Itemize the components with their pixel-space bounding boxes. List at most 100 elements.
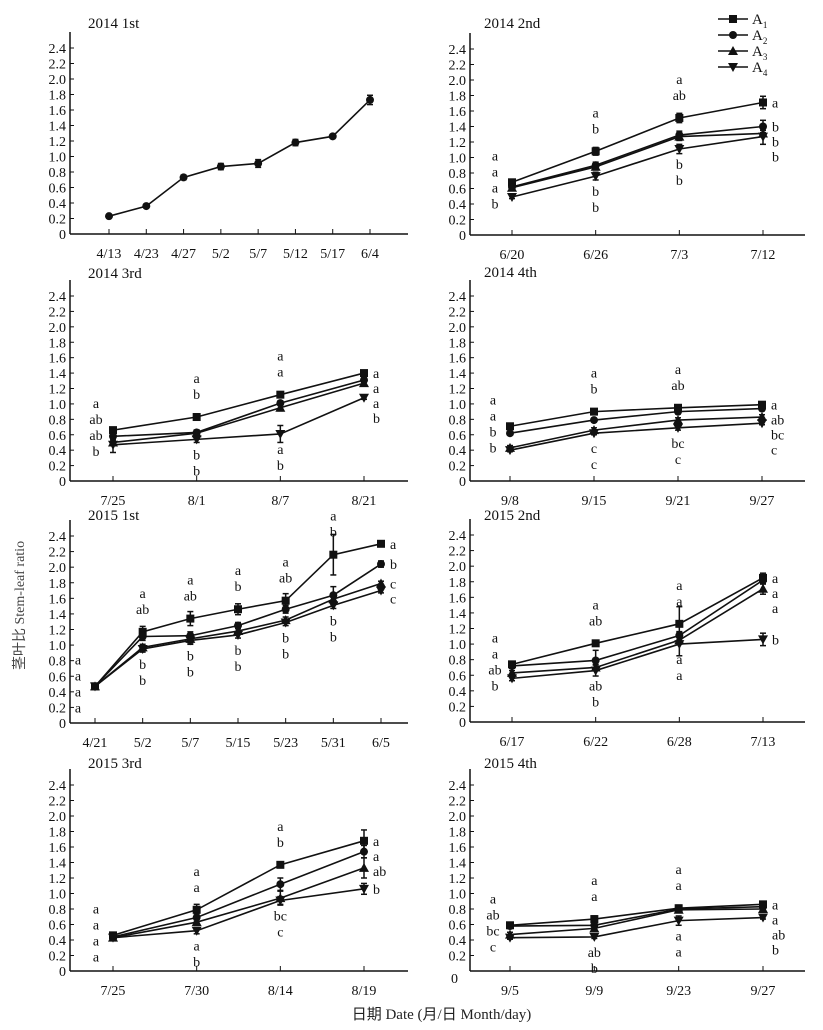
data-point	[275, 429, 286, 439]
significance-letter: b	[139, 674, 146, 689]
series-line	[112, 888, 365, 939]
y-tick-label: 2.4	[49, 42, 67, 57]
y-tick-label: 1.0	[449, 888, 467, 903]
significance-letter: a	[283, 556, 290, 571]
y-tick-label: 1.0	[449, 638, 467, 653]
significance-letter: b	[591, 383, 598, 398]
significance-letter: a	[676, 669, 683, 684]
data-point	[366, 95, 374, 104]
x-tick-label: 9/27	[750, 494, 775, 509]
panel-title: 2014 2nd	[484, 16, 541, 32]
data-point	[590, 666, 601, 676]
data-point	[507, 193, 517, 203]
significance-letter: b	[193, 448, 200, 463]
significance-letter: ab	[89, 429, 102, 444]
significance-letter: b	[277, 836, 284, 851]
x-tick-label: 5/23	[273, 736, 298, 751]
series-a1	[109, 829, 368, 940]
y-tick-label: 0.8	[49, 903, 67, 918]
data-point	[506, 422, 514, 431]
y-tick-label: 1.8	[49, 89, 67, 104]
series-line	[511, 132, 764, 189]
data-point	[758, 583, 768, 593]
significance-letter: a	[676, 930, 683, 945]
series-a2	[109, 376, 368, 441]
y-tick-label: 1.0	[49, 639, 67, 654]
significance-letter: a	[373, 382, 380, 397]
significance-letter: a	[676, 653, 683, 668]
significance-letter: b	[235, 580, 242, 595]
data-point	[281, 605, 290, 614]
y-tick-label: 2.4	[449, 529, 467, 544]
significance-letter: a	[93, 918, 100, 933]
data-point	[377, 539, 385, 548]
y-tick-label: 1.6	[49, 104, 67, 119]
chart-panel-8: 2015 4th0.20.40.60.81.01.21.41.61.82.02.…	[449, 756, 805, 999]
significance-letter: a	[772, 572, 779, 587]
data-point	[590, 161, 601, 171]
significance-letter: ab	[771, 414, 784, 429]
series-a4	[90, 586, 386, 692]
data-point	[590, 416, 598, 425]
significance-letter: a	[75, 685, 82, 700]
significance-letter: ab	[486, 908, 499, 923]
significance-letter: b	[373, 883, 380, 898]
x-tick-label: 8/7	[271, 494, 289, 509]
legend-subscript: 4	[763, 68, 768, 78]
data-point	[507, 674, 517, 684]
legend-subscript: 2	[763, 36, 768, 46]
y-tick-label: 0.8	[49, 655, 67, 670]
y-tick-label: 2.4	[449, 290, 467, 305]
significance-letter: a	[591, 367, 598, 382]
data-point	[359, 884, 369, 894]
significance-letter: a	[93, 934, 100, 949]
y-tick-label: 2.0	[449, 321, 467, 336]
significance-letter: a	[373, 397, 380, 412]
significance-letter: ab	[588, 946, 601, 961]
series-a3	[505, 904, 768, 939]
data-point	[328, 594, 339, 604]
significance-letter: b	[187, 649, 194, 664]
panel-title: 2015 3rd	[88, 756, 142, 772]
y-tick-label: 1.0	[449, 398, 467, 413]
panel-title: 2014 4th	[484, 265, 537, 281]
y-tick-label: 0.4	[49, 444, 67, 459]
series-line	[511, 638, 764, 680]
significance-letter: a	[277, 443, 284, 458]
x-tick-label: 8/21	[352, 494, 377, 509]
y-tick-label: 0.4	[49, 686, 67, 701]
significance-letter: ab	[772, 928, 785, 943]
legend-subscript: 3	[763, 52, 768, 62]
y-tick-label: 2.2	[449, 305, 467, 320]
significance-letter: b	[193, 388, 200, 403]
significance-letter: b	[277, 459, 284, 474]
data-point	[191, 428, 202, 438]
y-tick-label: 1.2	[49, 624, 67, 639]
data-point	[360, 847, 368, 856]
series-a4	[507, 631, 768, 684]
y-tick-label: 1.4	[49, 120, 67, 135]
significance-letter: b	[772, 151, 779, 166]
data-point	[275, 896, 286, 906]
data-point	[191, 917, 202, 927]
legend-label: A4	[752, 60, 768, 78]
y-tick-label: 0.4	[449, 198, 467, 213]
significance-letter: a	[492, 181, 499, 196]
data-point	[673, 423, 683, 433]
significance-letter: a	[277, 350, 284, 365]
y-tick-label: 0	[459, 475, 466, 490]
y-tick-label: 0	[59, 228, 66, 243]
data-point	[758, 913, 768, 923]
significance-letter: b	[591, 962, 598, 977]
significance-letter: ab	[589, 680, 602, 695]
y-tick-label: 0.2	[49, 460, 67, 475]
y-tick-label: 1.4	[449, 367, 467, 382]
series-a2	[508, 575, 767, 672]
y-tick-label: 1.0	[49, 151, 67, 166]
significance-letter: c	[675, 453, 681, 468]
x-tick-label: 9/21	[666, 494, 691, 509]
x-tick-label: 9/9	[585, 984, 603, 999]
y-tick-label: 0.4	[49, 934, 67, 949]
significance-letter: a	[194, 940, 201, 955]
